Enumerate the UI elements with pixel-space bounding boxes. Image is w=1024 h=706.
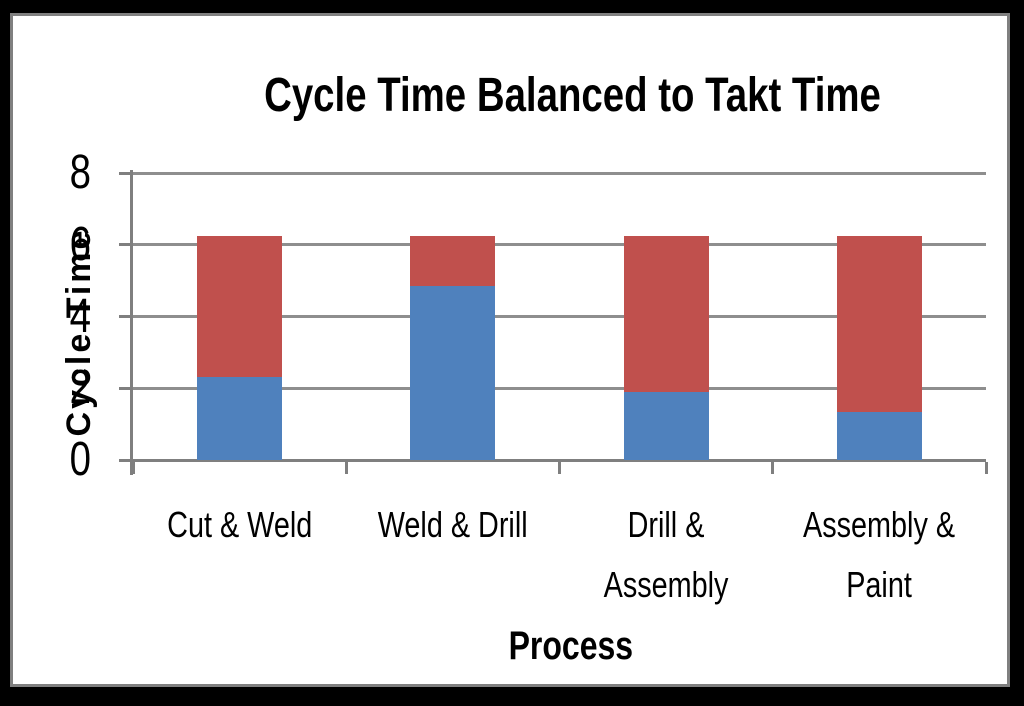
x-tick-mark (771, 461, 775, 474)
gridline (133, 243, 986, 247)
gridline (133, 171, 986, 175)
y-tick-label: 8 (45, 149, 115, 197)
bar-segment-red (623, 235, 709, 392)
y-tick-mark (119, 458, 131, 462)
category-label: Assembly & Paint (773, 495, 986, 615)
category-label-text: Drill & Assembly (603, 504, 729, 605)
bar-segment-red (836, 235, 922, 412)
y-tick-mark (119, 171, 131, 175)
y-tick-label: 0 (45, 436, 115, 484)
category-label-text: Assembly & Paint (803, 504, 956, 605)
bar-segment-blue (197, 377, 283, 460)
x-tick-mark (558, 461, 561, 474)
y-tick-mark (119, 243, 131, 247)
y-tick-label-text: 8 (69, 146, 91, 199)
y-tick-label-text: 6 (69, 217, 91, 271)
y-tick-label-text: 2 (69, 361, 91, 415)
y-axis-line (130, 170, 133, 475)
bar-segment-red (197, 235, 283, 378)
y-tick-label-text: 4 (69, 289, 91, 343)
y-tick-mark (119, 386, 131, 390)
x-axis-title-text: Process (508, 624, 634, 668)
bar-segment-blue (410, 286, 496, 460)
category-label: Drill & Assembly (560, 495, 773, 615)
y-tick-label-text: 0 (69, 433, 91, 486)
chart-title-text: Cycle Time Balanced to Takt Time (264, 69, 881, 122)
category-label: Cut & Weld (133, 495, 346, 555)
gridline (133, 315, 986, 318)
x-axis-line (130, 458, 986, 462)
x-axis-title: Process (446, 621, 696, 671)
y-tick-label: 6 (45, 217, 115, 271)
category-label-text: Cut & Weld (167, 504, 313, 545)
bar-segment-blue (836, 411, 922, 460)
y-tick-mark (119, 315, 131, 318)
y-tick-label: 2 (45, 364, 115, 412)
gridline (133, 386, 986, 390)
y-tick-label: 4 (45, 289, 115, 343)
x-tick-mark (131, 461, 135, 474)
category-label: Weld & Drill (346, 495, 559, 555)
category-label-text: Weld & Drill (377, 504, 528, 545)
x-tick-mark (344, 461, 348, 474)
bar-segment-blue (623, 391, 709, 460)
chart-title: Cycle Time Balanced to Takt Time (146, 66, 999, 126)
bar-segment-red (410, 235, 496, 286)
x-tick-mark (984, 461, 988, 474)
